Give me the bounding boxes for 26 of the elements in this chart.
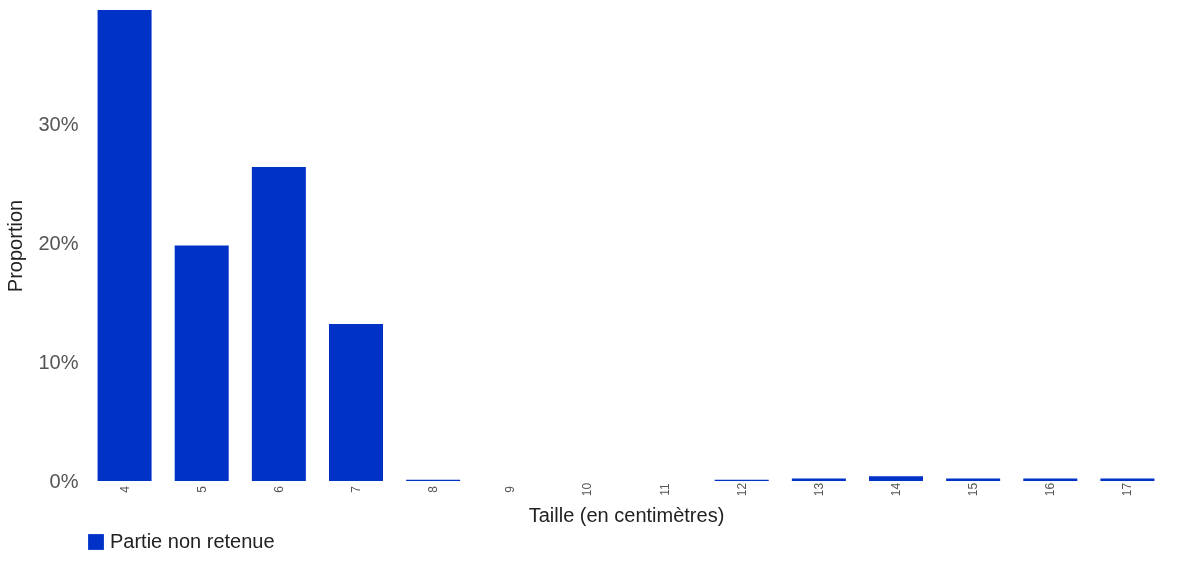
y-tick-label: 0%	[49, 469, 79, 492]
y-tick-label: 10%	[38, 350, 79, 373]
x-tick-label: 4	[117, 485, 132, 493]
x-tick-label: 17	[1120, 482, 1135, 497]
x-tick-label: 13	[811, 482, 826, 497]
x-tick-label: 12	[734, 482, 749, 497]
bar	[97, 10, 152, 481]
y-tick-label: 30%	[38, 112, 79, 135]
bar	[251, 167, 306, 481]
x-tick-label: 6	[271, 485, 286, 493]
x-axis-title: Taille (en centimètres)	[528, 504, 725, 527]
bar	[329, 324, 383, 481]
x-tick-label: 7	[349, 485, 363, 493]
x-tick-label: 9	[503, 485, 518, 493]
y-axis-title: Proportion	[4, 199, 27, 293]
x-tick-label: 16	[1043, 482, 1058, 497]
y-tick-label: 20%	[38, 231, 79, 254]
x-tick-label: 10	[580, 482, 595, 497]
x-tick-label: 15	[966, 482, 981, 497]
x-tick-label: 5	[194, 485, 209, 493]
legend-label: Partie non retenue	[110, 530, 275, 552]
x-tick-label: 14	[889, 482, 903, 497]
x-tick-label: 11	[657, 482, 672, 496]
bar	[174, 245, 229, 481]
x-tick-label: 8	[426, 485, 441, 493]
bar	[869, 476, 923, 481]
